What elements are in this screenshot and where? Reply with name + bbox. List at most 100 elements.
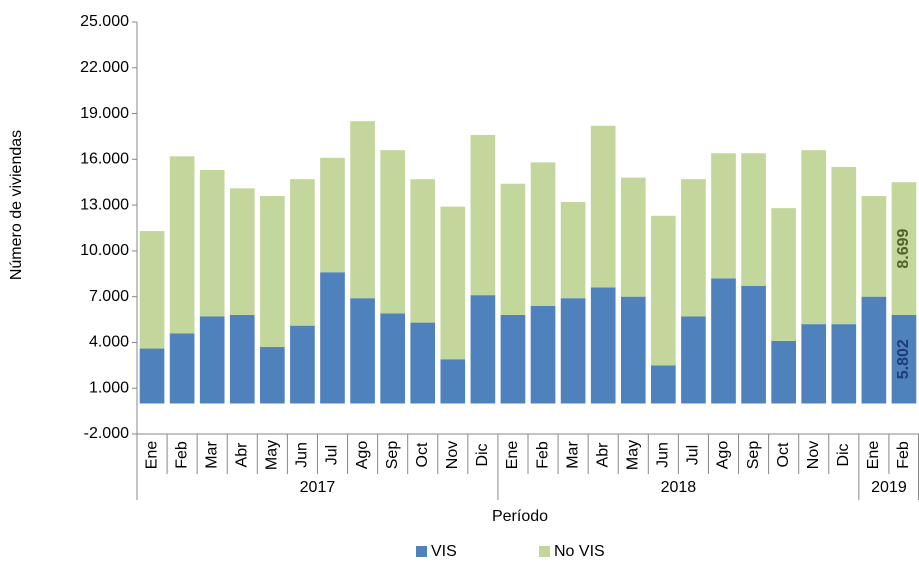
y-tick-label: 13.000 — [80, 196, 129, 213]
x-tick-label: Sep — [745, 441, 762, 470]
legend-swatch — [539, 546, 550, 557]
bar — [771, 340, 796, 404]
bar — [500, 183, 526, 315]
y-tick-label: -2.000 — [84, 425, 129, 442]
bar — [741, 285, 766, 404]
group-label: 2018 — [661, 479, 697, 496]
group-label: 2019 — [871, 479, 907, 496]
bar — [711, 278, 736, 404]
bar — [320, 157, 345, 273]
x-tick-label: Nov — [444, 441, 461, 469]
x-tick-label: Jun — [655, 442, 672, 468]
x-tick-label: Ago — [715, 441, 732, 470]
bar — [260, 347, 285, 404]
bar — [681, 316, 706, 404]
bar — [861, 296, 887, 404]
x-tick-label: Nov — [805, 441, 822, 469]
bar — [139, 231, 165, 349]
bar — [380, 313, 405, 404]
bar — [199, 316, 225, 404]
x-tick-label: Oct — [414, 442, 431, 467]
bar — [831, 324, 857, 404]
group-label: 2017 — [300, 479, 336, 496]
bar — [620, 177, 646, 297]
y-tick-label: 25.000 — [80, 13, 129, 30]
bar — [350, 121, 375, 299]
x-tick-label: Abr — [594, 442, 611, 468]
bar — [229, 188, 255, 315]
y-tick-label: 1.000 — [89, 379, 129, 396]
y-axis-title: Número de viviendas — [8, 130, 25, 280]
bar — [290, 179, 315, 326]
x-tick-label: Dic — [835, 443, 852, 466]
x-tick-label: Abr — [233, 442, 250, 468]
bar — [771, 208, 796, 341]
bar — [891, 182, 917, 315]
x-tick-label: Feb — [895, 441, 912, 469]
bar — [801, 324, 827, 404]
x-tick-label: Ene — [504, 441, 521, 470]
bar — [590, 125, 616, 288]
x-tick-label: Mar — [564, 441, 581, 469]
bar — [801, 150, 827, 325]
bar — [320, 272, 345, 404]
legend-label: No VIS — [554, 543, 605, 560]
x-tick-label: Jul — [685, 445, 702, 465]
bar — [139, 348, 165, 404]
bar — [169, 156, 195, 334]
x-tick-label: Mar — [203, 441, 220, 469]
bar — [169, 333, 195, 404]
bar — [410, 322, 436, 404]
data-label: 5.802 — [895, 339, 912, 379]
bar — [711, 153, 736, 279]
bar — [560, 298, 586, 404]
bar — [530, 162, 556, 306]
x-tick-label: Ene — [865, 441, 882, 470]
bar — [651, 215, 676, 366]
bar — [681, 179, 706, 317]
bar — [410, 179, 436, 323]
x-axis-title: Período — [492, 508, 548, 525]
x-tick-label: Feb — [534, 441, 551, 469]
bar — [560, 202, 586, 299]
bar — [290, 325, 315, 404]
x-tick-label: Oct — [775, 442, 792, 467]
x-tick-label: Jul — [324, 445, 341, 465]
bar — [500, 314, 526, 404]
bar — [651, 365, 676, 404]
bar — [891, 314, 917, 404]
x-tick-label: Dic — [474, 443, 491, 466]
x-tick-label: Feb — [173, 441, 190, 469]
x-tick-label: Jun — [294, 442, 311, 468]
bar — [350, 298, 375, 404]
bar — [229, 314, 255, 404]
bar — [620, 296, 646, 404]
y-tick-label: 19.000 — [80, 105, 129, 122]
x-tick-label: Sep — [384, 441, 401, 470]
y-tick-label: 22.000 — [80, 59, 129, 76]
bar — [260, 195, 285, 348]
bar — [470, 295, 496, 404]
x-tick-label: Ene — [143, 441, 160, 470]
x-tick-label: Ago — [354, 441, 371, 470]
y-tick-label: 7.000 — [89, 288, 129, 305]
bar — [861, 195, 887, 297]
bar — [741, 153, 766, 286]
y-tick-label: 16.000 — [80, 151, 129, 168]
bar — [470, 134, 496, 296]
x-tick-label: May — [624, 440, 641, 470]
y-tick-label: 10.000 — [80, 242, 129, 259]
bar — [199, 170, 225, 317]
data-label: 8.699 — [895, 228, 912, 268]
bar — [440, 206, 466, 360]
bar — [440, 359, 466, 404]
legend-swatch — [416, 546, 427, 557]
bar — [380, 150, 405, 314]
bar — [590, 287, 616, 404]
bar — [530, 305, 556, 404]
x-tick-label: May — [264, 440, 281, 470]
y-tick-label: 4.000 — [89, 334, 129, 351]
legend-label: VIS — [431, 543, 457, 560]
bar — [831, 166, 857, 325]
